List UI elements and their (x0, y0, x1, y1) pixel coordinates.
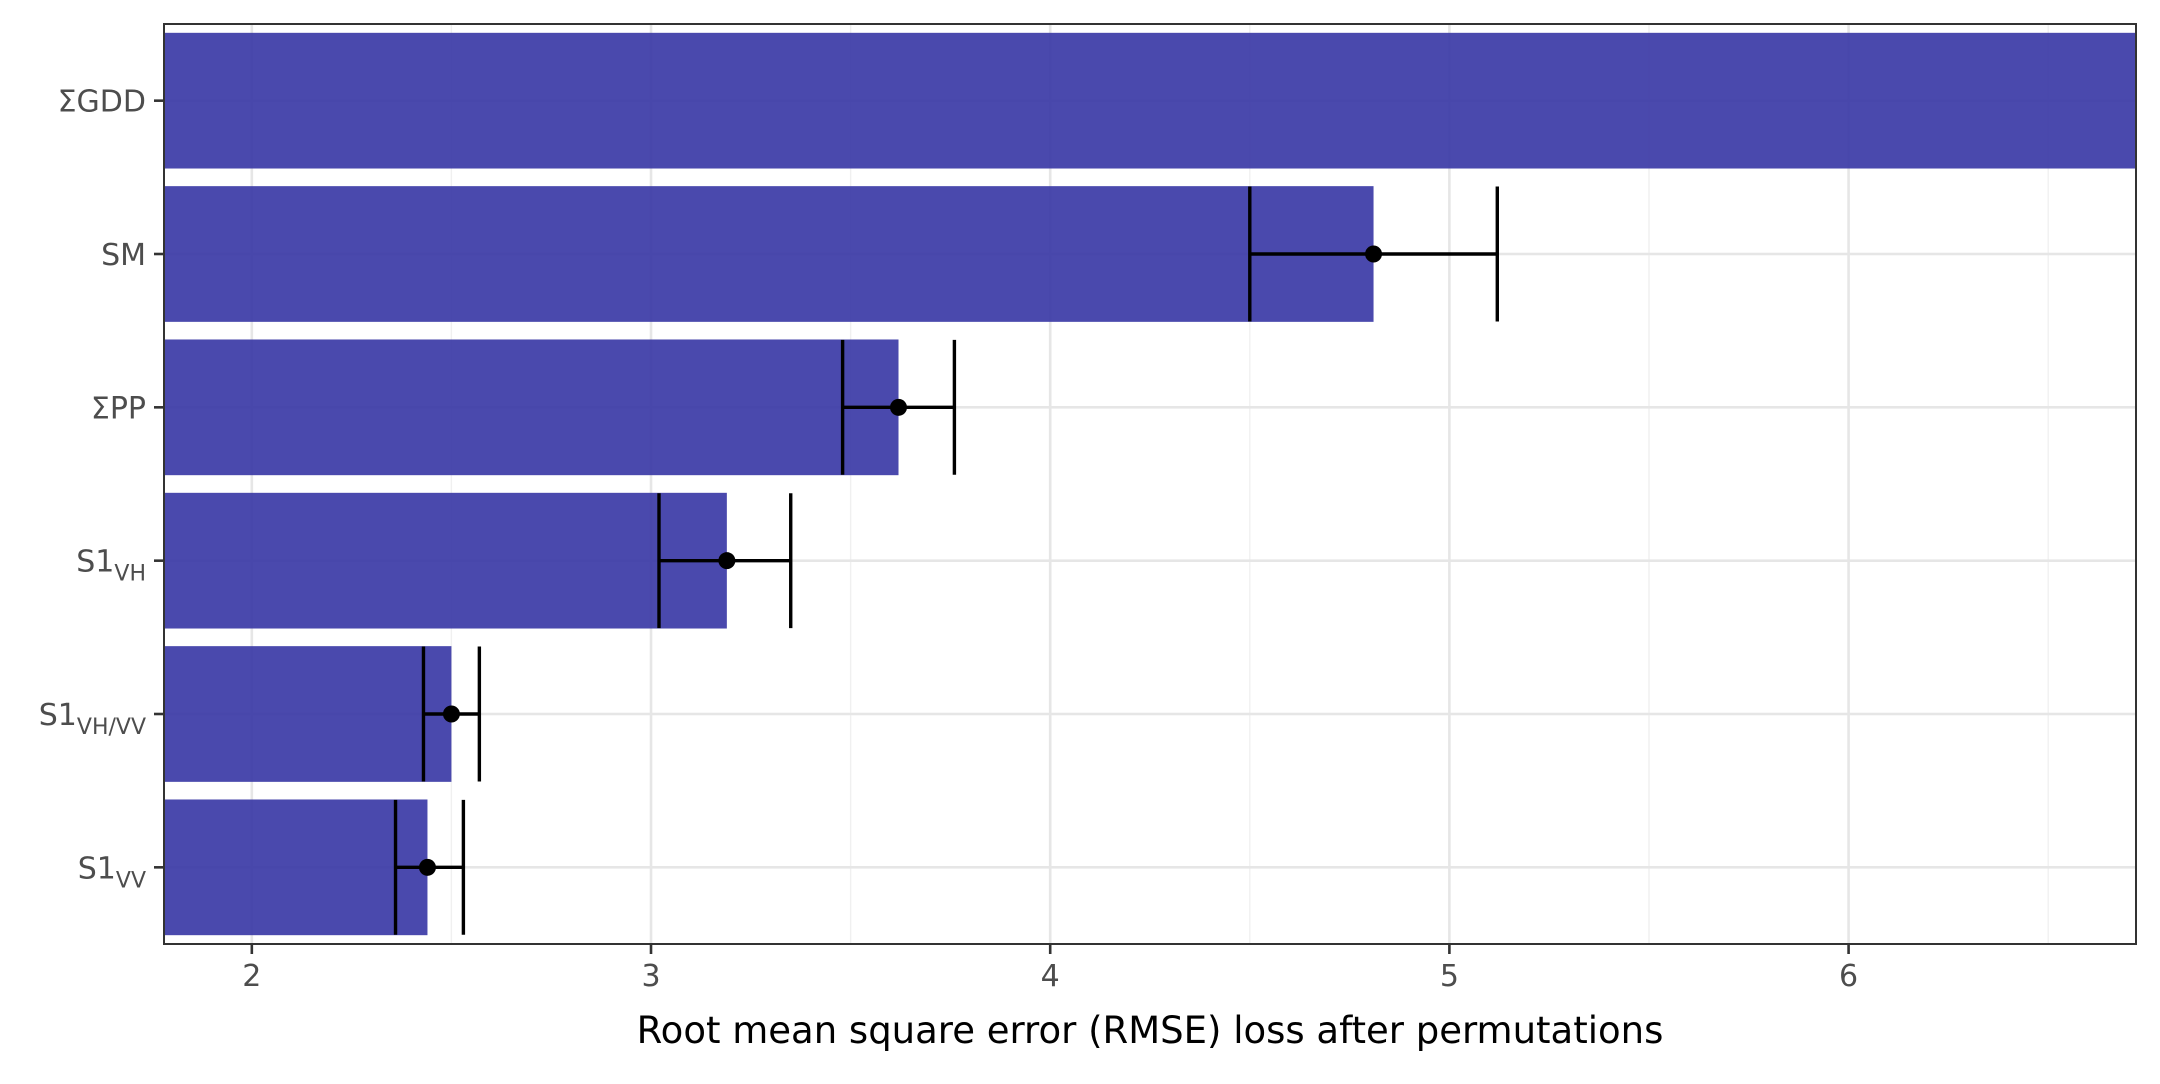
x-axis: 2 3 4 5 6 (242, 944, 1858, 994)
x-tick-label: 2 (242, 959, 261, 994)
bar (164, 186, 1374, 322)
x-tick-label: 3 (641, 959, 660, 994)
mean-point (1365, 245, 1383, 263)
bar (164, 646, 452, 782)
mean-point (442, 705, 460, 723)
mean-point (418, 858, 436, 876)
bar (164, 799, 428, 936)
y-tick-label: ΣPP (91, 391, 146, 426)
bar (164, 32, 2136, 169)
y-tick-label: S1VH/VV (39, 698, 146, 740)
y-tick-label: S1VH (76, 545, 146, 587)
y-tick-label: ΣGDD (58, 85, 146, 120)
x-tick-label: 4 (1041, 959, 1060, 994)
bar (164, 339, 899, 476)
x-tick-label: 5 (1440, 959, 1459, 994)
error-bars (393, 186, 1499, 935)
y-tick-label: S1VV (78, 851, 146, 893)
y-tick-label: SM (101, 238, 146, 273)
y-axis: ΣGDD SM ΣPP S1VH S1VH/VV S1VV (39, 85, 164, 893)
bars (164, 32, 2136, 936)
mean-point (718, 552, 736, 570)
plot-panel-border (163, 23, 2137, 945)
plot-panel-background (164, 24, 2136, 944)
bar (164, 492, 727, 629)
x-tick-label: 6 (1839, 959, 1858, 994)
mean-point (890, 398, 908, 416)
x-axis-title: Root mean square error (RMSE) loss after… (637, 1009, 1664, 1052)
